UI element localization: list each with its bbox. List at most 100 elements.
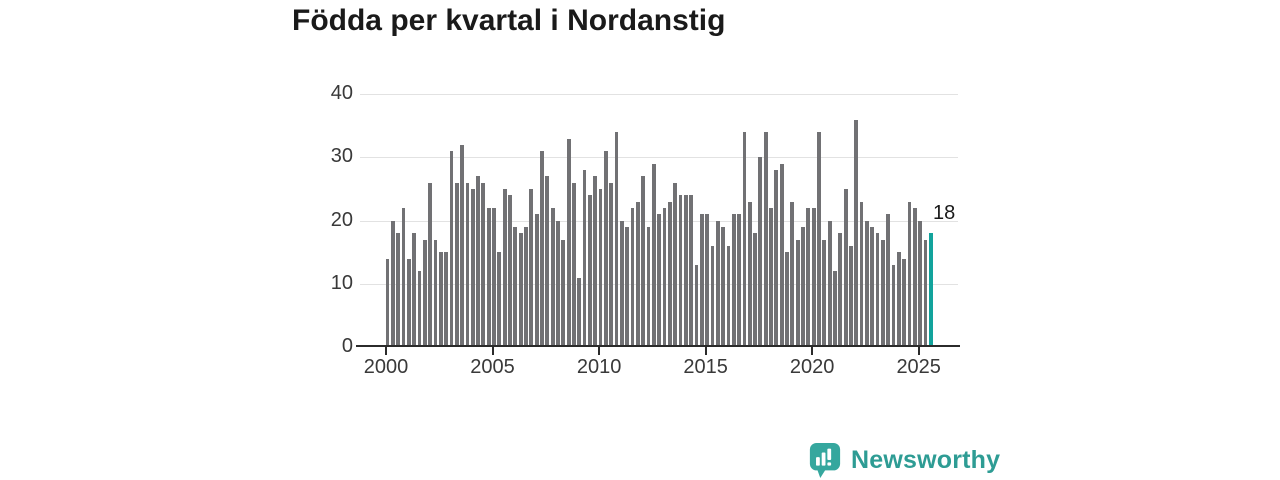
bar [870,226,875,347]
bar [566,138,571,347]
bar [657,214,662,347]
bar [667,201,672,347]
bar [604,151,608,347]
bar [912,208,917,347]
bar [508,195,512,347]
bar [641,176,646,347]
x-axis-tick [385,347,387,355]
bar [454,182,459,347]
bar [731,214,736,347]
bar [854,119,859,347]
bar [721,226,725,347]
bar [385,258,390,347]
bar [694,264,699,347]
bar [412,233,417,347]
x-axis-line [356,345,960,347]
bar [588,195,592,347]
bar [827,220,832,347]
bar [444,252,448,347]
x-axis-tick-label: 2020 [789,356,835,378]
bar [710,245,715,347]
bar [753,233,757,347]
bar [593,176,598,347]
bar [811,208,816,347]
bar [737,214,741,347]
bar [545,176,550,347]
newsworthy-logo-icon [808,441,842,479]
bar [875,233,880,347]
bar [438,252,443,347]
bar [550,208,555,347]
bar [801,226,805,347]
bar [422,239,427,347]
y-axis-tick-label: 0 [341,335,353,357]
x-axis-tick [917,347,920,355]
bar [460,144,464,347]
x-axis-tick [598,347,601,355]
bar [726,245,731,347]
x-axis-tick-label: 2010 [576,356,622,378]
bar [396,233,401,347]
bar [902,258,907,347]
bar-highlighted [928,233,933,347]
bar [769,208,773,347]
bar [817,132,821,347]
bar [502,189,507,347]
bar [923,239,928,347]
bar [881,239,885,347]
bar [428,182,432,347]
bar [758,157,763,347]
bar [673,182,678,347]
y-axis-tick-label: 20 [330,208,353,231]
bar [401,208,406,347]
bar [406,258,411,347]
bar [646,226,651,347]
bar [838,233,843,347]
bar [683,195,688,347]
bar [785,252,789,347]
bar [795,239,800,347]
bar [763,132,768,347]
bar [678,195,683,347]
bar [865,220,869,347]
bar [742,132,747,347]
bar [619,220,624,347]
bar [859,201,864,347]
bar [705,214,710,347]
bar [651,163,656,347]
bar [790,201,795,347]
bar [635,201,640,347]
bar [513,226,518,347]
gridline [360,94,958,96]
bar [907,201,912,347]
bar [486,208,491,347]
y-axis-tick-label: 40 [330,82,353,105]
bar [518,233,523,347]
bar [747,201,752,347]
bar [465,182,470,347]
bar [774,170,779,347]
bar [625,226,630,347]
bar [614,132,619,347]
x-axis-tick [491,347,494,355]
bar [582,170,587,347]
bar [630,208,635,347]
bar [662,208,667,347]
last-value-label: 18 [933,202,956,224]
bar [481,182,486,347]
bar [470,189,475,347]
brand-name: Newsworthy [851,445,1001,474]
page-title: Födda per kvartal i Nordanstig [292,4,726,37]
x-axis-tick [704,347,707,355]
bar [598,189,603,347]
bar [891,264,896,347]
bar [609,182,614,347]
bar [492,208,496,347]
bar [715,220,720,347]
bar [390,220,395,347]
bar [540,151,544,347]
bar [476,176,480,347]
bar [417,271,422,347]
bar [529,189,534,347]
